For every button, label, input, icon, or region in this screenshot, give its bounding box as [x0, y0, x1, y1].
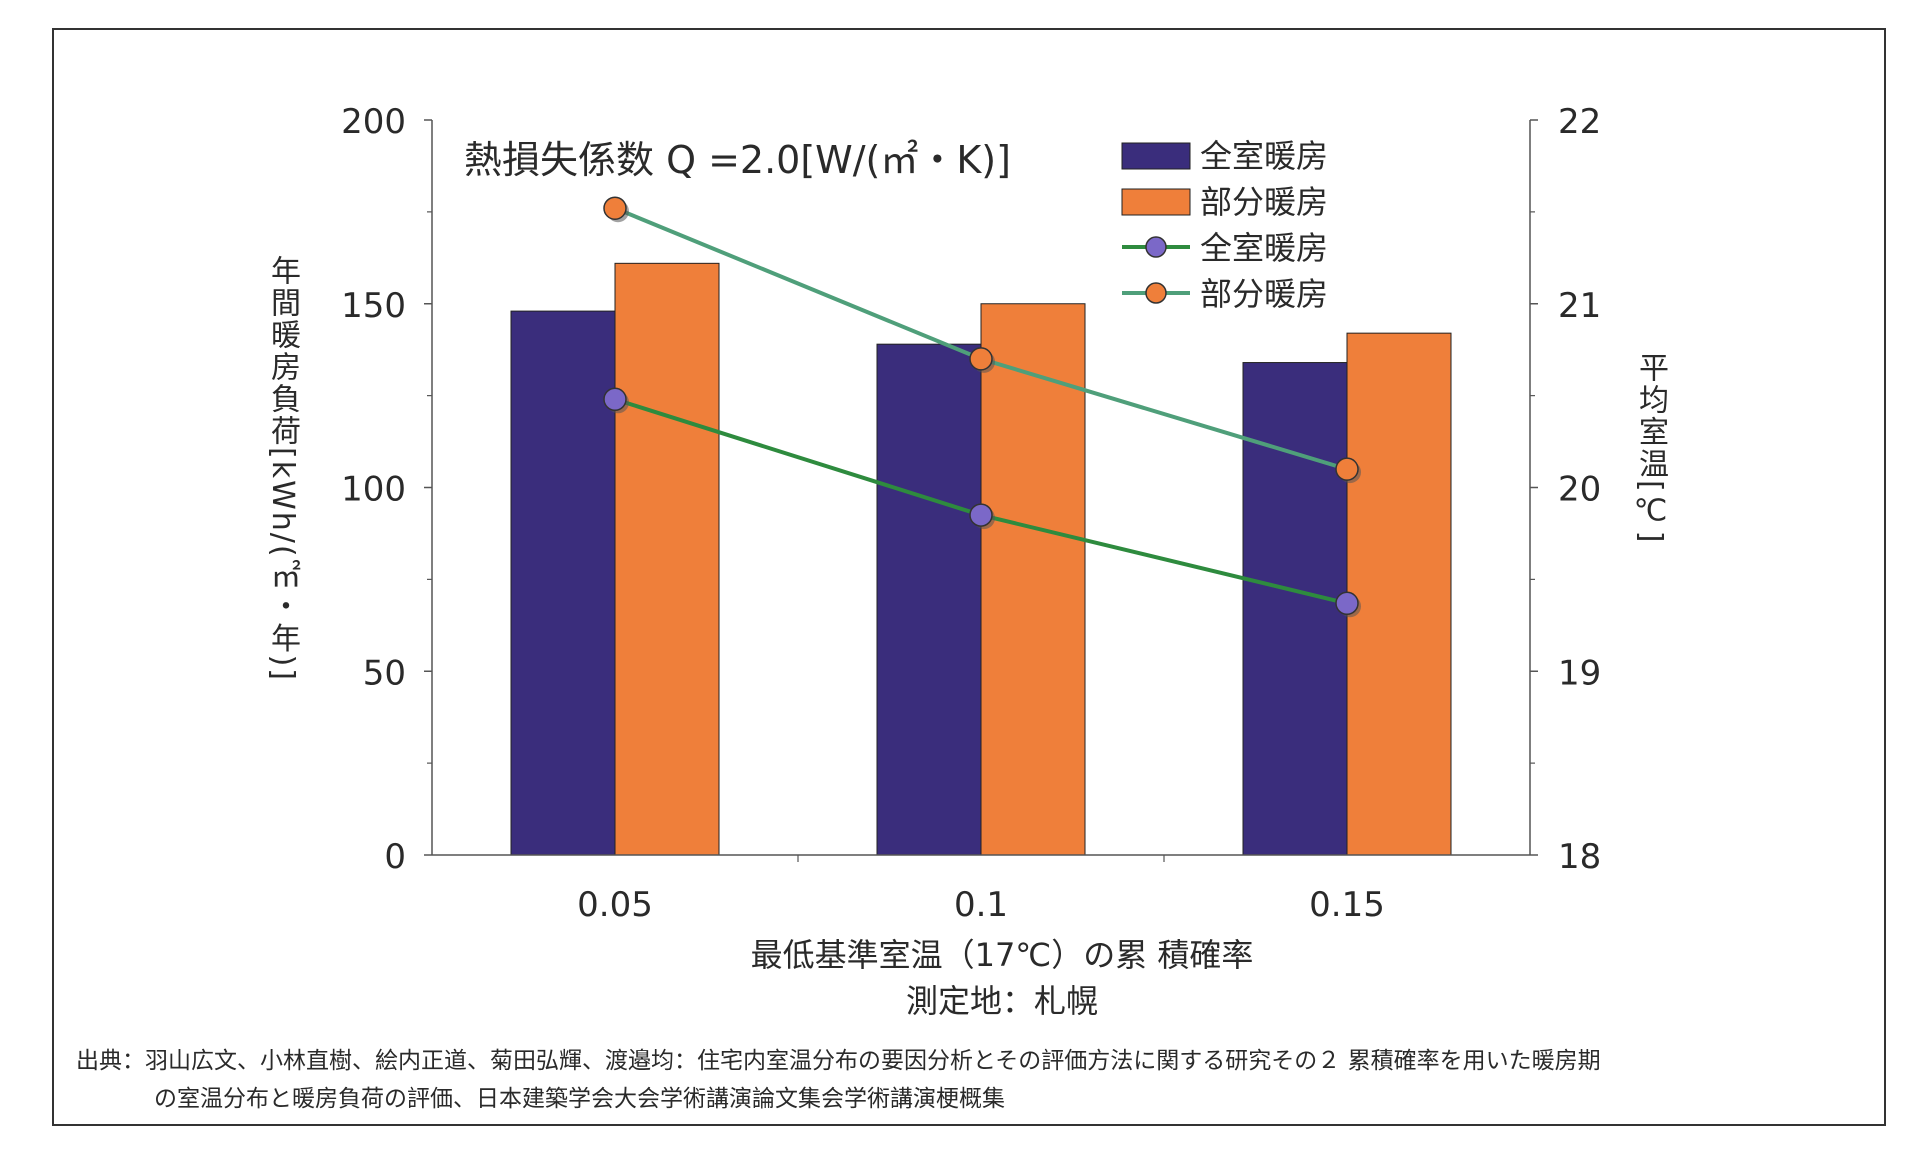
- point-full-heating: [603, 387, 627, 412]
- point-partial-heating: [603, 196, 627, 220]
- y-tick-label-right: 18: [1558, 837, 1601, 877]
- bar-partial-heating: [1346, 332, 1452, 856]
- point-full-heating: [1335, 591, 1359, 616]
- legend-label: 部分暖房: [1200, 183, 1328, 221]
- figure-frame: [52, 28, 1886, 1126]
- chart-subtitle: 測定地：札幌: [906, 982, 1098, 1020]
- legend-marker: [1145, 236, 1167, 258]
- point-partial-heating: [969, 347, 993, 371]
- legend-swatch: [1121, 142, 1191, 170]
- legend-marker: [1145, 282, 1167, 304]
- y-tick-label-right: 19: [1558, 653, 1601, 693]
- y-tick-label-left: 100: [341, 470, 406, 510]
- y-tick-label-right: 20: [1558, 470, 1601, 510]
- y-axis-label-left: 年間暖房負荷[kWh/(㎡・年)]: [265, 255, 300, 682]
- chart-title: 熱損失係数 Q =2.0[W/(㎡・K)]: [464, 138, 1011, 182]
- point-partial-heating: [1335, 457, 1359, 481]
- source-line-1: 出典：羽山広文、小林直樹、絵内正道、菊田弘輝、渡邉均：住宅内室温分布の要因分析と…: [76, 1048, 1601, 1074]
- point-full-heating: [969, 503, 993, 527]
- y-tick-label-right: 21: [1558, 286, 1601, 326]
- x-tick-label: 0.15: [1309, 885, 1385, 925]
- legend-swatch: [1121, 188, 1191, 216]
- legend-label: 部分暖房: [1200, 275, 1328, 313]
- y-tick-label-right: 22: [1558, 102, 1601, 142]
- bar-partial-heating: [614, 262, 720, 856]
- x-tick-label: 0.05: [577, 885, 653, 925]
- legend-label: 全室暖房: [1200, 229, 1328, 267]
- y-axis-label-right: 平均室温[℃]: [1633, 352, 1668, 545]
- x-tick-label: 0.1: [954, 885, 1008, 925]
- y-tick-label-left: 200: [341, 102, 406, 142]
- legend-label: 全室暖房: [1200, 137, 1328, 175]
- source-citation: 出典：羽山広文、小林直樹、絵内正道、菊田弘輝、渡邉均：住宅内室温分布の要因分析と…: [76, 1042, 1876, 1118]
- y-tick-label-left: 150: [341, 286, 406, 326]
- y-tick-label-left: 0: [384, 837, 406, 877]
- source-line-2: の室温分布と暖房負荷の評価、日本建築学会大会学術講演論文集会学術講演梗概集: [154, 1086, 1005, 1112]
- bar-full-heating: [1242, 362, 1348, 856]
- x-axis-label: 最低基準室温（17℃）の累 積確率: [751, 936, 1254, 974]
- y-tick-label-left: 50: [363, 653, 406, 693]
- bar-full-heating: [510, 310, 616, 856]
- bar-full-heating: [876, 343, 982, 856]
